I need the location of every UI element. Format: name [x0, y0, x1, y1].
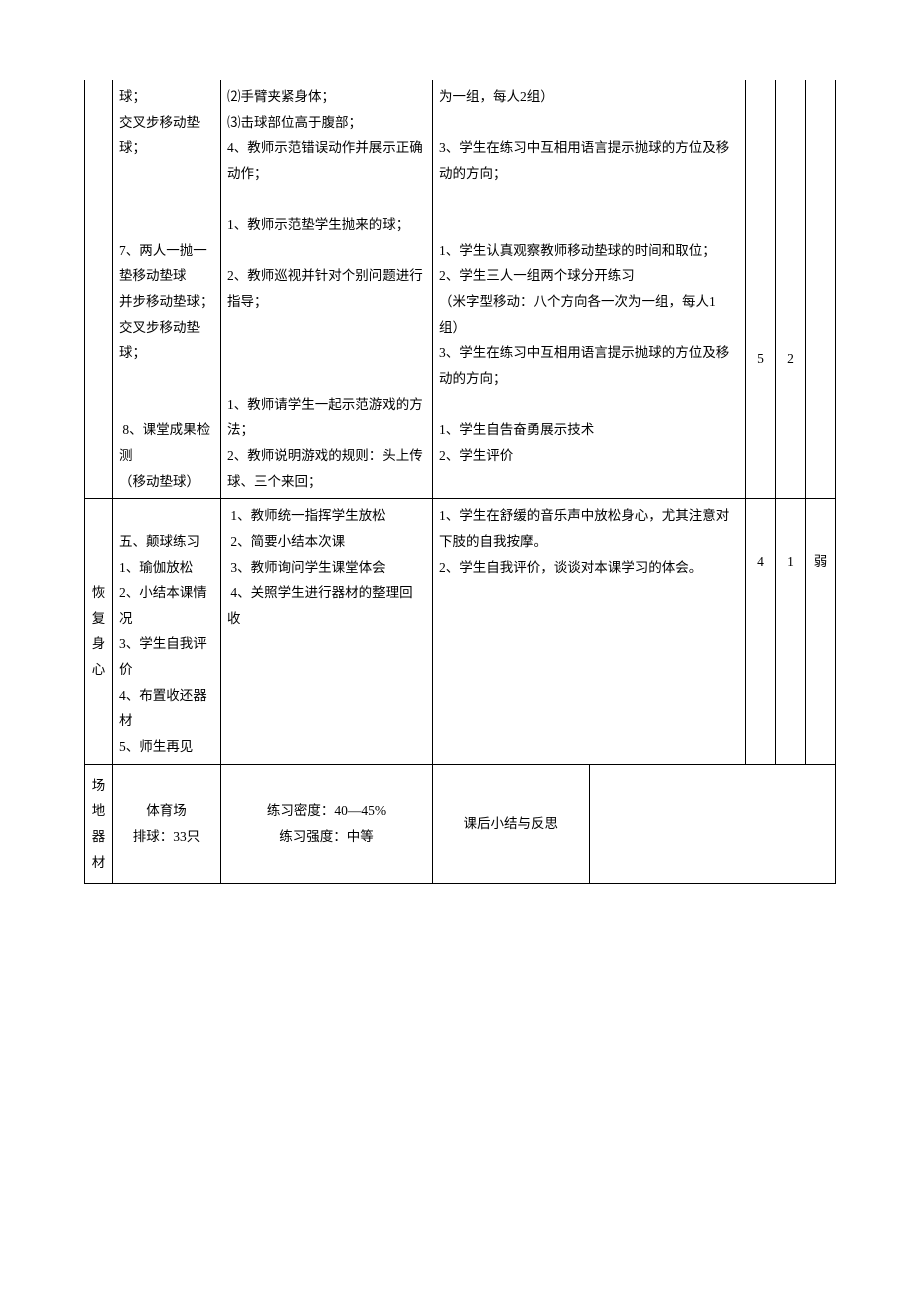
- intensity-cell: 弱: [806, 499, 836, 764]
- table-row: 场地器材 体育场 排球：33只 练习密度：40—45% 练习强度：中等 课后小结…: [85, 764, 836, 884]
- student-cell: 1、学生在舒缓的音乐声中放松身心，尤其注意对下肢的自我按摩。 2、学生自我评价，…: [433, 499, 746, 764]
- document-page: 球； 交叉步移动垫球； 7、两人一抛一垫移动垫球 并步移动垫球； 交叉步移动垫球…: [0, 0, 920, 944]
- section-label-venue: 场地器材: [85, 764, 113, 884]
- activity-cell: 球； 交叉步移动垫球； 7、两人一抛一垫移动垫球 并步移动垫球； 交叉步移动垫球…: [113, 80, 221, 499]
- reflection-content: [589, 764, 836, 884]
- activity-cell: 五、颠球练习 1、瑜伽放松 2、小结本课情况 3、学生自我评价 4、布置收还器材…: [113, 499, 221, 764]
- table-row: 恢复身心 五、颠球练习 1、瑜伽放松 2、小结本课情况 3、学生自我评价 4、布…: [85, 499, 836, 764]
- time-cell: 4: [746, 499, 776, 764]
- teacher-cell: ⑵手臂夹紧身体； ⑶击球部位高于腹部； 4、教师示范错误动作并展示正确动作； 1…: [221, 80, 433, 499]
- section-label-text: 场地器材: [87, 773, 110, 876]
- lesson-plan-table: 球； 交叉步移动垫球； 7、两人一抛一垫移动垫球 并步移动垫球； 交叉步移动垫球…: [84, 80, 836, 884]
- density-cell: 练习密度：40—45% 练习强度：中等: [221, 764, 433, 884]
- reflection-label: 课后小结与反思: [433, 764, 590, 884]
- count-lower: 2: [782, 344, 799, 374]
- student-cell: 为一组，每人2组） 3、学生在练习中互相用语言提示抛球的方位及移动的方向； 1、…: [433, 80, 746, 499]
- section-label-text: 恢复身心: [87, 580, 110, 683]
- table-row: 球； 交叉步移动垫球； 7、两人一抛一垫移动垫球 并步移动垫球； 交叉步移动垫球…: [85, 80, 836, 499]
- section-label-blank: [85, 80, 113, 499]
- time-cell: 5: [746, 80, 776, 499]
- count-cell: 1: [776, 499, 806, 764]
- section-label-recovery: 恢复身心: [85, 499, 113, 764]
- venue-cell: 体育场 排球：33只: [113, 764, 221, 884]
- count-cell: 2: [776, 80, 806, 499]
- teacher-cell: 1、教师统一指挥学生放松 2、简要小结本次课 3、教师询问学生课堂体会 4、关照…: [221, 499, 433, 764]
- time-lower: 5: [752, 344, 769, 374]
- intensity-cell: [806, 80, 836, 499]
